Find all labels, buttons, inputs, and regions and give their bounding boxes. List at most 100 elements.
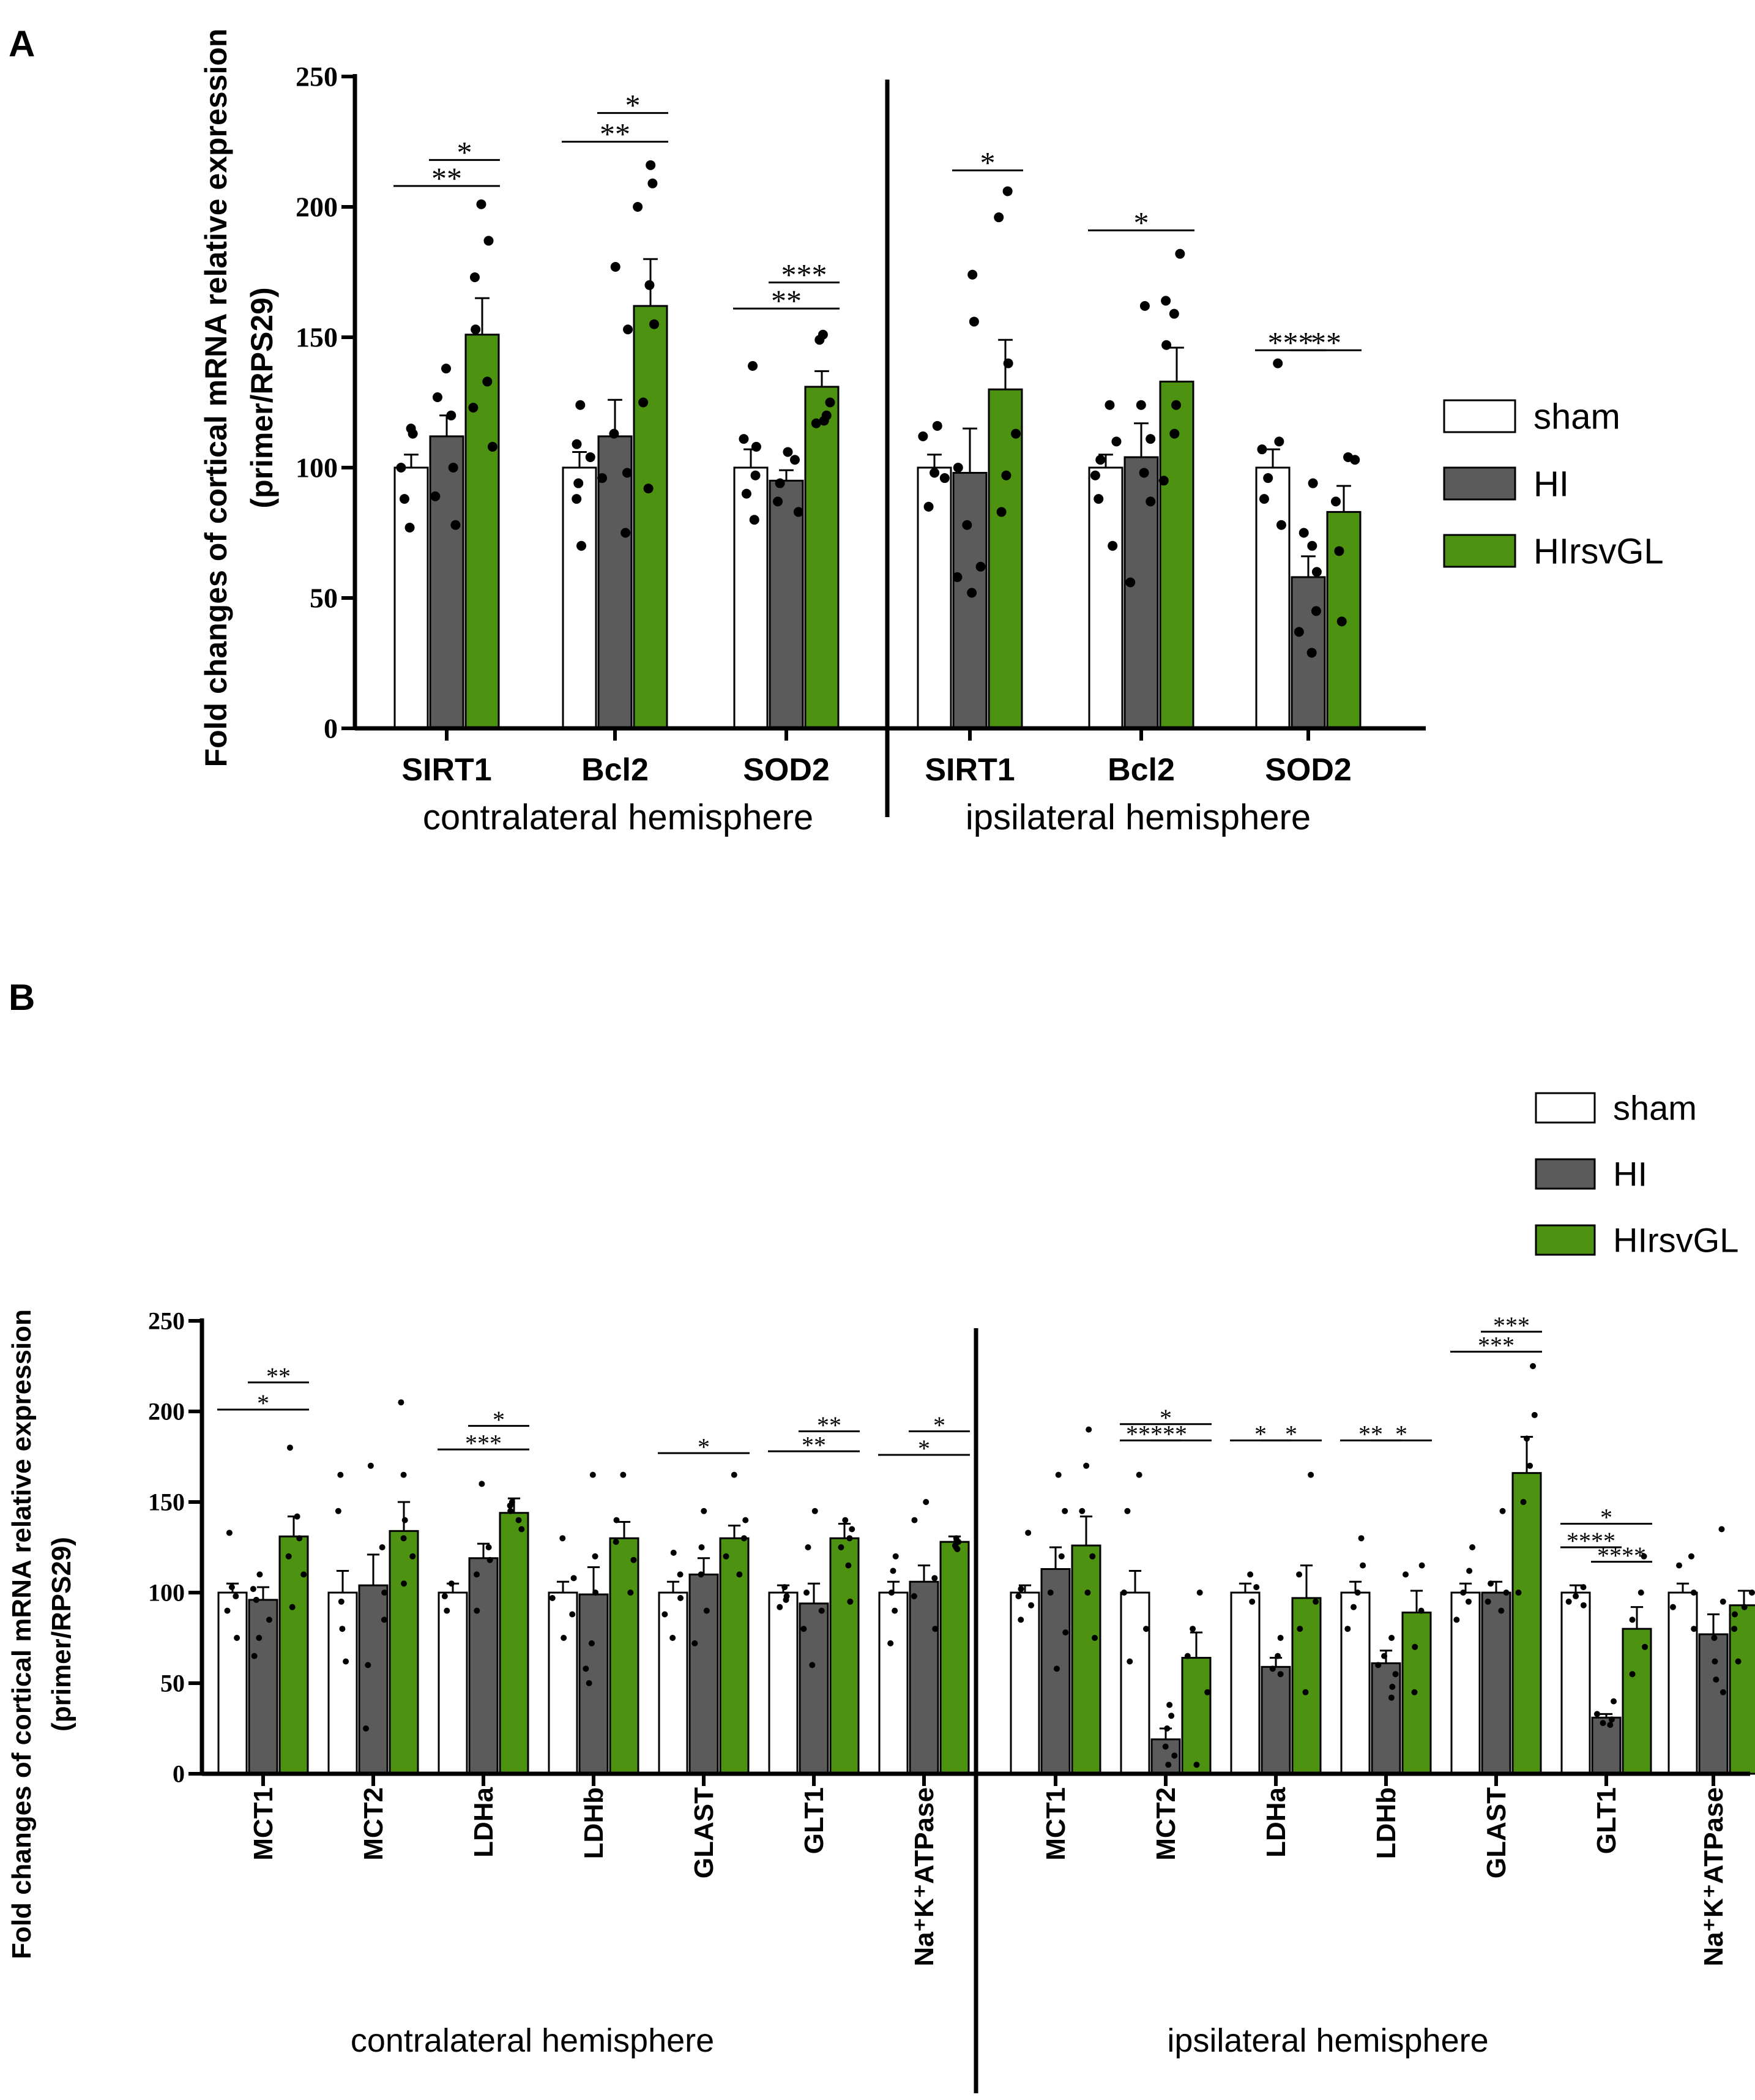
data-point <box>931 1575 938 1582</box>
data-point <box>446 410 456 420</box>
data-point <box>572 494 582 504</box>
data-point <box>887 1640 894 1646</box>
data-point <box>1527 1462 1533 1469</box>
category-label: SIRT1 <box>401 752 491 788</box>
category-label: LDHb <box>1371 1787 1401 1859</box>
data-point <box>1047 1590 1054 1596</box>
category-label: Na⁺K⁺ATPase <box>909 1787 939 1967</box>
data-point <box>1190 1626 1196 1632</box>
data-point <box>1168 1713 1175 1719</box>
data-point <box>1083 1462 1090 1469</box>
legend-label: HIrsvGL <box>1613 1221 1738 1260</box>
significance-label: * <box>1175 1421 1187 1448</box>
data-point <box>589 1471 596 1478</box>
data-point <box>1162 1743 1169 1750</box>
data-point <box>343 1658 349 1665</box>
legend-label: HI <box>1613 1155 1647 1194</box>
data-point <box>289 1604 296 1610</box>
data-point <box>793 507 803 517</box>
data-point <box>294 1513 300 1520</box>
data-point <box>1388 1635 1395 1641</box>
bar-sham <box>878 1591 909 1775</box>
bar-HI <box>1371 1662 1401 1775</box>
data-point <box>1389 1683 1396 1690</box>
data-point <box>1094 494 1104 504</box>
data-point <box>401 1517 408 1523</box>
data-point <box>1524 1435 1530 1442</box>
data-point <box>1418 1562 1425 1569</box>
legend-swatch-HIrsvGL <box>1443 534 1516 568</box>
category-label: SOD2 <box>1265 752 1352 788</box>
data-point <box>362 1725 369 1732</box>
data-point <box>1062 1508 1068 1514</box>
data-point <box>647 178 658 189</box>
bar-sham <box>1230 1591 1261 1775</box>
bar-HIrsvGL <box>988 388 1023 730</box>
category-label: GLAST <box>1481 1787 1511 1878</box>
data-point <box>1718 1526 1725 1533</box>
data-point <box>918 431 928 441</box>
data-point <box>610 261 620 272</box>
data-point <box>698 1544 705 1550</box>
data-point <box>1247 1571 1254 1578</box>
group-label: contralateral hemisphere <box>423 798 813 837</box>
data-point <box>1358 1535 1365 1542</box>
data-point <box>1690 1590 1697 1596</box>
data-point <box>723 1553 729 1560</box>
data-point <box>482 376 493 387</box>
data-point <box>1313 1598 1319 1605</box>
significance-label: * <box>1254 1421 1267 1448</box>
y-tick-label: 0 <box>324 713 338 744</box>
bar-HI <box>597 435 633 730</box>
data-point <box>1158 476 1169 486</box>
bar-HI <box>358 1584 389 1775</box>
data-point <box>408 428 418 439</box>
bar-HI <box>688 1573 719 1775</box>
category-label: Bcl2 <box>1108 752 1175 788</box>
data-point <box>1196 1590 1203 1596</box>
data-point <box>409 1553 416 1560</box>
data-point <box>996 507 1007 517</box>
data-point <box>448 1580 455 1587</box>
significance-label: *** <box>1268 325 1314 359</box>
data-point <box>398 1399 404 1406</box>
data-point <box>731 1471 737 1478</box>
data-point <box>1593 1711 1600 1717</box>
data-point <box>975 561 986 572</box>
data-point <box>789 455 800 465</box>
category-label: LDHa <box>469 1787 499 1857</box>
significance-label: * <box>1395 1421 1407 1448</box>
data-point <box>1273 358 1283 368</box>
data-point <box>1028 1602 1035 1609</box>
data-point <box>404 522 415 532</box>
data-point <box>1503 1590 1510 1596</box>
significance-label: * <box>918 1435 930 1462</box>
data-point <box>1607 1722 1614 1728</box>
data-point <box>1530 1363 1537 1369</box>
data-point <box>670 1549 677 1556</box>
data-point <box>1360 1562 1366 1569</box>
significance-label: * <box>933 1411 945 1439</box>
data-point <box>751 441 761 452</box>
data-point <box>1642 1643 1649 1650</box>
data-point <box>1120 1590 1127 1596</box>
data-point <box>1336 616 1347 627</box>
bar-sham <box>562 466 597 730</box>
data-point <box>691 1640 698 1646</box>
data-point <box>233 1593 239 1599</box>
data-point <box>643 484 654 494</box>
y-tick-label: 150 <box>296 322 338 353</box>
category-label: Na⁺K⁺ATPase <box>1699 1787 1729 1967</box>
data-point <box>1125 577 1136 588</box>
category-label: SOD2 <box>743 752 830 788</box>
data-point <box>1469 1544 1476 1550</box>
data-point <box>930 468 940 478</box>
data-point <box>777 1604 783 1610</box>
bar-HIrsvGL <box>633 305 668 730</box>
bar-HI <box>769 479 804 730</box>
significance-label: **** <box>1567 1527 1615 1555</box>
data-point <box>773 496 783 507</box>
data-point <box>1136 1471 1142 1478</box>
data-point <box>381 1616 387 1623</box>
data-point <box>1095 455 1106 465</box>
